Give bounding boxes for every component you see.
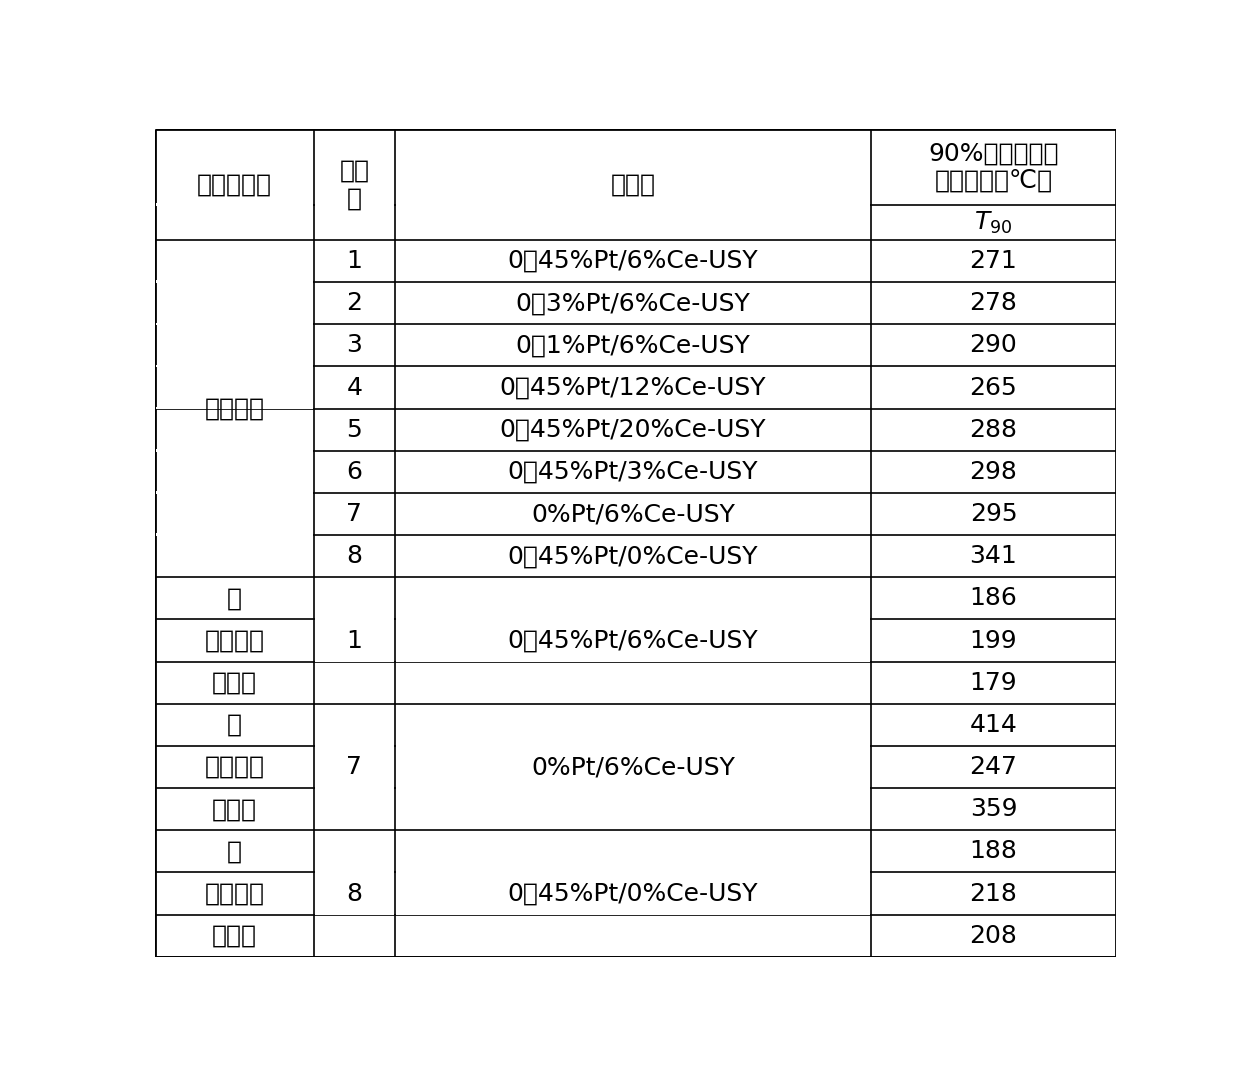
Text: 298: 298	[970, 460, 1017, 484]
Bar	[397, 203, 870, 206]
Bar	[397, 787, 870, 789]
Bar	[397, 660, 870, 662]
Text: 5: 5	[346, 418, 362, 442]
Text: 1: 1	[346, 249, 362, 273]
Bar	[156, 322, 312, 325]
Text: 8: 8	[346, 882, 362, 905]
Text: 苯: 苯	[227, 586, 242, 611]
Text: 实施
例: 实施 例	[340, 158, 370, 211]
Text: 0．1%Pt/6%Ce-USY: 0．1%Pt/6%Ce-USY	[516, 333, 750, 357]
Text: 265: 265	[970, 375, 1017, 400]
Text: 7: 7	[346, 755, 362, 779]
Text: 188: 188	[970, 840, 1017, 863]
Text: 0．45%Pt/3%Ce-USY: 0．45%Pt/3%Ce-USY	[508, 460, 759, 484]
Bar	[156, 203, 312, 206]
Bar	[156, 533, 312, 536]
Text: 90%转化率时的
反应温度（℃）: 90%转化率时的 反应温度（℃）	[929, 141, 1059, 194]
Text: 179: 179	[970, 671, 1017, 694]
Text: 7: 7	[346, 502, 362, 526]
Text: 0．3%Pt/6%Ce-USY: 0．3%Pt/6%Ce-USY	[516, 291, 750, 315]
Bar	[397, 871, 870, 873]
Bar	[156, 449, 312, 451]
Text: 0．45%Pt/12%Ce-USY: 0．45%Pt/12%Ce-USY	[500, 375, 766, 400]
Text: 0．45%Pt/0%Ce-USY: 0．45%Pt/0%Ce-USY	[508, 544, 759, 569]
Text: 295: 295	[970, 502, 1017, 526]
Text: 正己烷: 正己烷	[212, 798, 257, 821]
Bar	[315, 660, 394, 662]
Text: 0．45%Pt/6%Ce-USY: 0．45%Pt/6%Ce-USY	[508, 249, 759, 273]
Text: 0．45%Pt/20%Ce-USY: 0．45%Pt/20%Ce-USY	[500, 418, 766, 442]
Text: 218: 218	[970, 882, 1017, 905]
Text: 0．45%Pt/0%Ce-USY: 0．45%Pt/0%Ce-USY	[508, 882, 759, 905]
Text: 催化剂: 催化剂	[610, 172, 656, 197]
Bar	[315, 913, 394, 916]
Text: 288: 288	[970, 418, 1018, 442]
Text: 4: 4	[346, 375, 362, 400]
Text: 苯: 苯	[227, 713, 242, 736]
Text: 278: 278	[970, 291, 1017, 315]
Text: 208: 208	[970, 923, 1017, 948]
Bar	[397, 744, 870, 747]
Text: 乙酸乙酯: 乙酸乙酯	[205, 882, 264, 905]
Bar	[156, 281, 312, 283]
Text: 414: 414	[970, 713, 1017, 736]
Text: 359: 359	[970, 798, 1017, 821]
Text: 2: 2	[346, 291, 362, 315]
Bar	[156, 491, 312, 493]
Text: 247: 247	[970, 755, 1017, 779]
Bar	[315, 744, 394, 747]
Text: 0．45%Pt/6%Ce-USY: 0．45%Pt/6%Ce-USY	[508, 629, 759, 653]
Text: $T_{90}$: $T_{90}$	[975, 210, 1013, 235]
Bar	[397, 913, 870, 916]
Bar	[156, 407, 312, 410]
Text: 0%Pt/6%Ce-USY: 0%Pt/6%Ce-USY	[531, 502, 735, 526]
Bar	[315, 871, 394, 873]
Bar	[315, 618, 394, 620]
Text: 乙酸乙酯: 乙酸乙酯	[205, 755, 264, 779]
Text: 正己烷: 正己烷	[212, 671, 257, 694]
Text: 3: 3	[346, 333, 362, 357]
Text: 271: 271	[970, 249, 1017, 273]
Text: 186: 186	[970, 586, 1017, 611]
Text: 8: 8	[346, 544, 362, 569]
Text: 6: 6	[346, 460, 362, 484]
Text: 290: 290	[970, 333, 1017, 357]
Text: 二氯乙烷: 二氯乙烷	[205, 397, 264, 420]
Text: 199: 199	[970, 629, 1017, 653]
Bar	[397, 618, 870, 620]
Text: 341: 341	[970, 544, 1017, 569]
Text: 苯: 苯	[227, 840, 242, 863]
Text: 1: 1	[346, 629, 362, 653]
Bar	[156, 364, 312, 368]
Text: 正己烷: 正己烷	[212, 923, 257, 948]
Text: 乙酸乙酯: 乙酸乙酯	[205, 629, 264, 653]
Text: 0%Pt/6%Ce-USY: 0%Pt/6%Ce-USY	[531, 755, 735, 779]
Text: 含氯有机物: 含氯有机物	[197, 172, 272, 197]
Bar	[315, 787, 394, 789]
Bar	[315, 203, 394, 206]
